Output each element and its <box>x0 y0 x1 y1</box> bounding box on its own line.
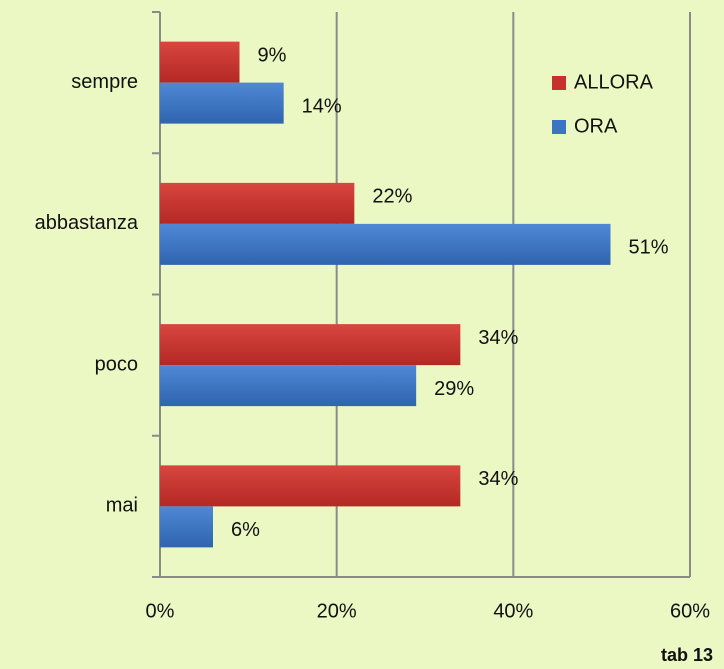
x-tick-label: 20% <box>317 600 357 622</box>
bar <box>160 182 355 224</box>
legend-label: ORA <box>574 115 618 137</box>
legend-label: ALLORA <box>574 71 654 93</box>
bar <box>160 506 213 548</box>
bar <box>160 465 461 507</box>
value-label: 14% <box>302 95 342 117</box>
bar <box>160 41 240 83</box>
value-label: 34% <box>478 327 518 349</box>
y-tick-label: sempre <box>71 71 138 93</box>
x-tick-label: 0% <box>146 600 175 622</box>
y-tick-label: abbastanza <box>35 212 139 234</box>
y-tick-label: poco <box>95 353 138 375</box>
bar <box>160 365 417 407</box>
legend-swatch <box>552 120 566 134</box>
x-tick-label: 40% <box>493 600 533 622</box>
value-label: 34% <box>478 468 518 490</box>
y-tick-label: mai <box>106 495 138 517</box>
value-label: 29% <box>434 378 474 400</box>
value-label: 9% <box>258 44 287 66</box>
x-tick-label: 60% <box>670 600 710 622</box>
value-label: 22% <box>372 186 412 208</box>
legend-swatch <box>552 76 566 90</box>
bar <box>160 223 611 265</box>
value-label: 51% <box>629 237 669 259</box>
bar <box>160 82 284 124</box>
note: tab 13 <box>661 645 713 665</box>
value-label: 6% <box>231 519 260 541</box>
bar <box>160 324 461 366</box>
